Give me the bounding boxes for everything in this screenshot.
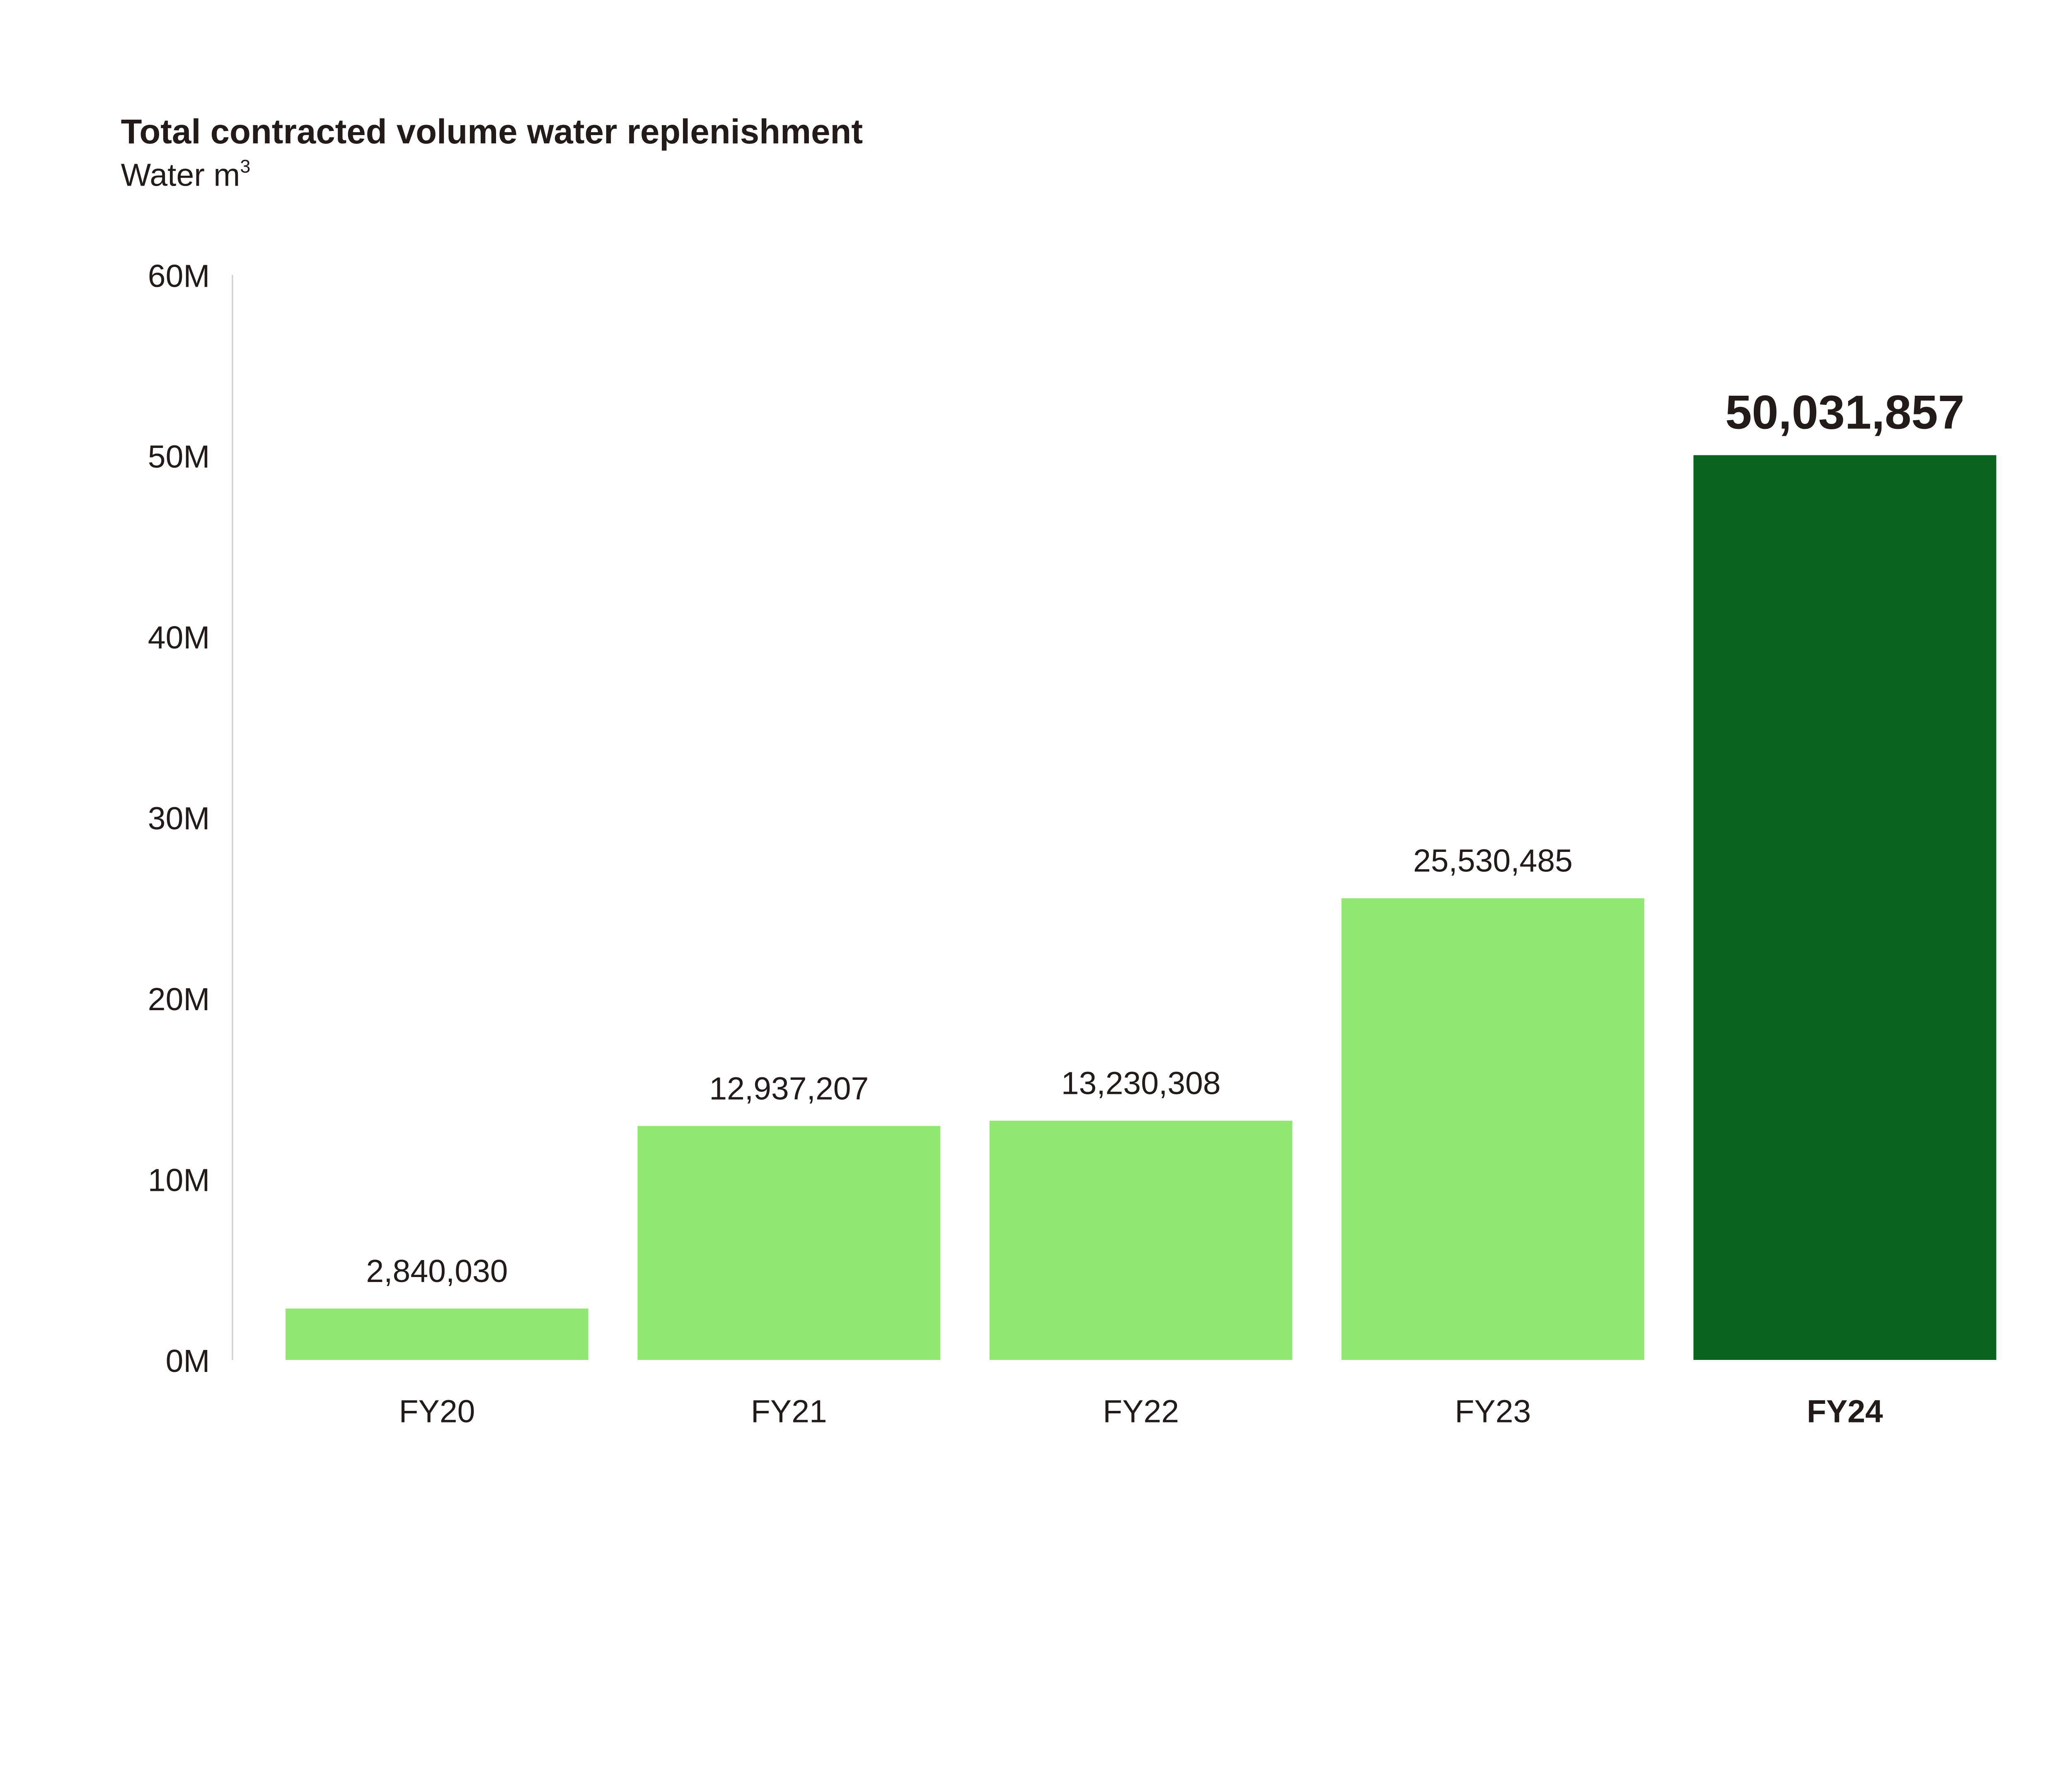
data-label-fy24: 50,031,857 [1725, 386, 1964, 439]
bar-fy22 [989, 1120, 1293, 1360]
subtitle-superscript: 3 [240, 156, 250, 177]
y-tick-label: 10M [148, 1162, 210, 1198]
bar-fy21 [637, 1126, 941, 1360]
y-tick-label: 30M [148, 801, 210, 837]
y-tick-label: 0M [166, 1343, 210, 1379]
y-axis-ticks: 0M 10M 20M 30M 40M 50M 60M [148, 258, 210, 1379]
bar-chart: Total contracted volume water replenishm… [121, 112, 1997, 1430]
y-tick-label: 60M [148, 258, 210, 294]
data-label-fy21: 12,937,207 [709, 1071, 869, 1106]
data-label-fy20: 2,840,030 [366, 1253, 508, 1289]
chart-subtitle: Water m3 [121, 156, 251, 193]
y-tick-label: 50M [148, 439, 210, 475]
x-tick-label-fy21: FY21 [751, 1394, 827, 1430]
chart-title: Total contracted volume water replenishm… [121, 112, 863, 151]
x-tick-label-fy20: FY20 [399, 1394, 475, 1430]
data-label-fy22: 13,230,308 [1061, 1066, 1221, 1101]
bars-group: 2,840,030 FY20 12,937,207 FY21 13,230,308 FY2… [286, 386, 1997, 1430]
x-tick-label-fy22: FY22 [1103, 1394, 1179, 1430]
x-tick-label-fy24: FY24 [1807, 1394, 1883, 1430]
y-tick-label: 20M [148, 982, 210, 1017]
x-tick-label-fy23: FY23 [1455, 1394, 1531, 1430]
subtitle-text: Water m [121, 157, 240, 193]
bar-fy24 [1693, 455, 1997, 1360]
data-label-fy23: 25,530,485 [1413, 843, 1573, 879]
bar-fy20 [286, 1309, 588, 1360]
bar-fy23 [1341, 898, 1644, 1360]
y-tick-label: 40M [148, 620, 210, 656]
